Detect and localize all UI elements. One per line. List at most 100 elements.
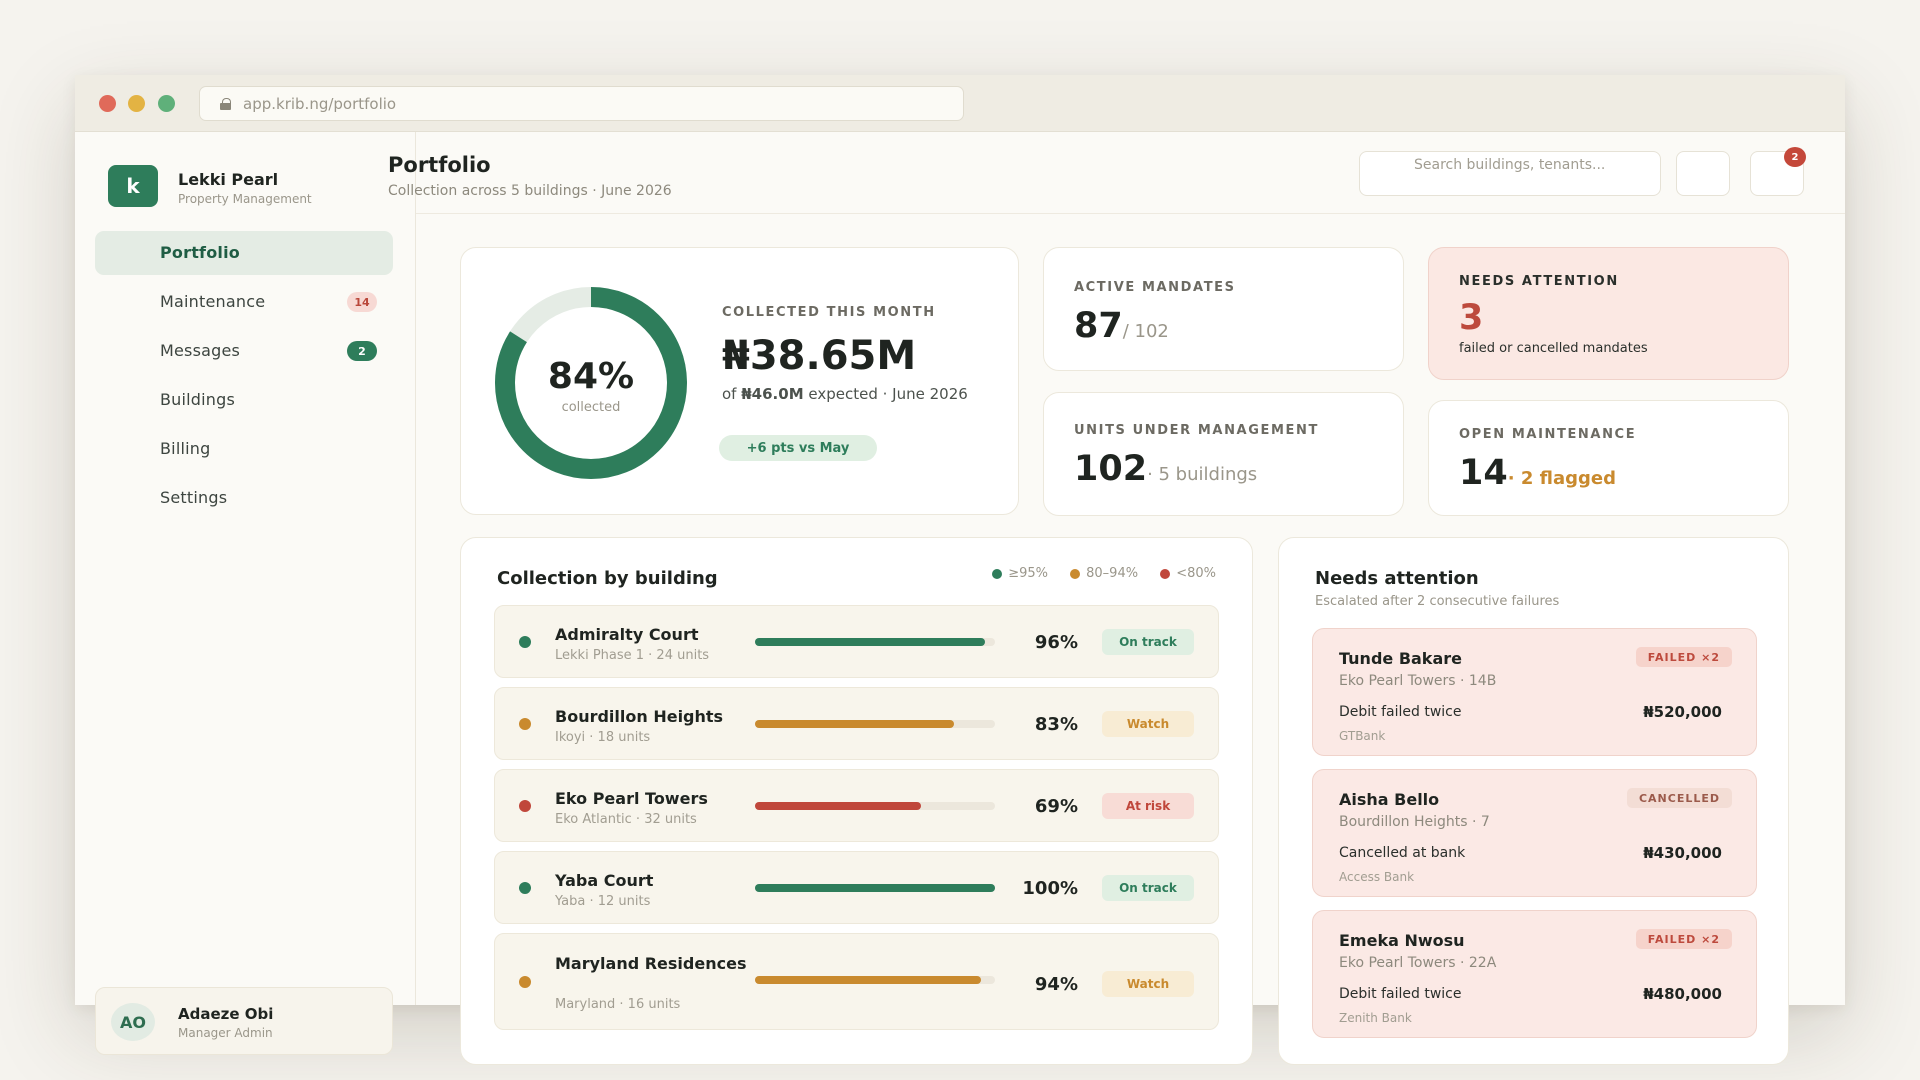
building-percent: 100% — [1022, 878, 1078, 899]
amount-due: ₦520,000 — [1643, 703, 1722, 721]
sidebar-item-label: Settings — [160, 488, 228, 507]
collection-bar-fill — [755, 884, 995, 892]
building-name: Yaba Court — [555, 871, 654, 890]
maximize-window-button[interactable] — [158, 95, 175, 112]
page-subtitle: Collection across 5 buildings · June 202… — [388, 183, 672, 199]
building-subtitle: Eko Atlantic · 32 units — [555, 812, 697, 827]
status-tag: FAILED ×2 — [1635, 929, 1732, 949]
building-percent: 83% — [1034, 714, 1078, 735]
attention-item[interactable]: Tunde Bakare Eko Pearl Towers · 14B FAIL… — [1312, 628, 1757, 756]
amount-due: ₦480,000 — [1643, 985, 1722, 1003]
legend-label: 80–94% — [1086, 566, 1139, 581]
building-row[interactable]: Bourdillon Heights Ikoyi · 18 units 83% … — [494, 687, 1219, 760]
needs-attention-card[interactable]: NEEDS ATTENTION 3 failed or cancelled ma… — [1428, 247, 1789, 380]
sidebar-item-maintenance[interactable]: Maintenance 14 — [95, 280, 393, 324]
building-subtitle: Yaba · 12 units — [555, 894, 651, 909]
sidebar-item-messages[interactable]: Messages 2 — [95, 329, 393, 373]
building-subtitle: Maryland · 16 units — [555, 997, 681, 1012]
building-percent: 69% — [1034, 796, 1078, 817]
building-row[interactable]: Eko Pearl Towers Eko Atlantic · 32 units… — [494, 769, 1219, 842]
user-role: Manager Admin — [178, 1026, 273, 1040]
collected-caption: collected — [561, 400, 621, 415]
legend-item: <80% — [1160, 566, 1216, 581]
notifications-button[interactable]: 2 — [1750, 147, 1806, 196]
legend-dot — [1070, 568, 1081, 579]
bank-name: Zenith Bank — [1339, 1011, 1412, 1025]
brand-name: Lekki Pearl — [178, 170, 279, 189]
attention-item[interactable]: Aisha Bello Bourdillon Heights · 7 CANCE… — [1312, 769, 1757, 897]
building-row[interactable]: Yaba Court Yaba · 12 units 100% On track — [494, 851, 1219, 924]
building-name: Eko Pearl Towers — [555, 789, 708, 808]
status-dot — [519, 800, 531, 812]
user-name: Adaeze Obi — [178, 1005, 274, 1023]
tenant-name: Aisha Bello — [1339, 790, 1440, 809]
kpi-label: NEEDS ATTENTION — [1459, 274, 1619, 289]
kpi-value: 102· 5 buildings — [1074, 449, 1257, 489]
open-maintenance-value: 14 — [1459, 453, 1508, 493]
status-tag: FAILED ×2 — [1635, 647, 1732, 667]
collection-bar-fill — [755, 720, 955, 728]
search-input[interactable]: Search buildings, tenants... — [1359, 151, 1661, 196]
open-maintenance-card[interactable]: OPEN MAINTENANCE 14· 2 flagged — [1428, 400, 1789, 516]
building-percent: 96% — [1034, 632, 1078, 653]
kpi-label: ACTIVE MANDATES — [1074, 280, 1236, 295]
kpi-value: 87/ 102 — [1074, 306, 1169, 346]
legend-item: ≥95% — [992, 566, 1048, 581]
expected-suffix: expected · June 2026 — [808, 385, 968, 403]
url-text: app.krib.ng/portfolio — [243, 94, 397, 113]
brand-subtitle: Property Management — [178, 192, 312, 206]
attention-item[interactable]: Emeka Nwosu Eko Pearl Towers · 22A FAILE… — [1312, 910, 1757, 1038]
building-percent: 94% — [1034, 974, 1078, 995]
maintenance-count-badge: 14 — [347, 292, 377, 312]
tenant-name: Tunde Bakare — [1339, 649, 1462, 668]
minimize-window-button[interactable] — [128, 95, 145, 112]
building-row[interactable]: Maryland Residences Maryland · 16 units … — [494, 933, 1219, 1030]
building-name: Admiralty Court — [555, 625, 699, 644]
bank-name: Access Bank — [1339, 870, 1415, 884]
kpi-value: 14· 2 flagged — [1459, 453, 1616, 493]
building-row[interactable]: Admiralty Court Lekki Phase 1 · 24 units… — [494, 605, 1219, 678]
legend-label: <80% — [1176, 566, 1216, 581]
sidebar-item-buildings[interactable]: Buildings — [95, 378, 393, 422]
tenant-unit: Bourdillon Heights · 7 — [1339, 814, 1490, 830]
collection-bar-fill — [755, 802, 921, 810]
status-badge: Watch — [1102, 971, 1194, 997]
expected-line: of ₦46.0M expected · June 2026 — [722, 385, 992, 404]
needs-attention-value: 3 — [1459, 298, 1484, 338]
collected-label: COLLECTED THIS MONTH — [722, 305, 936, 320]
tenant-unit: Eko Pearl Towers · 14B — [1339, 673, 1497, 689]
sidebar-item-portfolio[interactable]: Portfolio — [95, 231, 393, 275]
open-maintenance-suffix: · 2 flagged — [1507, 468, 1616, 489]
sidebar-item-settings[interactable]: Settings — [95, 476, 393, 520]
collection-bar-fill — [755, 976, 981, 984]
units-card: UNITS UNDER MANAGEMENT 102· 5 buildings — [1043, 392, 1404, 516]
collected-percent: 84% — [547, 356, 635, 397]
sidebar: k Lekki Pearl Property Management Portfo… — [75, 132, 416, 1055]
sidebar-item-label: Portfolio — [160, 243, 240, 262]
close-window-button[interactable] — [99, 95, 116, 112]
status-badge: Watch — [1102, 711, 1194, 737]
building-name: Maryland Residences — [555, 954, 747, 973]
bank-name: GTBank — [1339, 729, 1386, 743]
collected-card: 84% collected COLLECTED THIS MONTH ₦38.6… — [460, 247, 1019, 515]
status-badge: At risk — [1102, 793, 1194, 819]
panel-title: Needs attention — [1315, 568, 1479, 589]
sidebar-item-label: Maintenance — [160, 292, 266, 311]
collection-legend: ≥95% 80–94% <80% — [992, 566, 1216, 581]
collected-amount: ₦38.65M — [722, 333, 917, 379]
user-profile-card[interactable]: AO Adaeze Obi Manager Admin — [95, 987, 393, 1055]
expected-prefix: of — [722, 385, 737, 403]
messages-count-badge: 2 — [347, 341, 377, 361]
status-dot — [519, 718, 531, 730]
address-bar[interactable]: app.krib.ng/portfolio — [199, 86, 964, 121]
settings-button[interactable] — [1676, 151, 1730, 196]
building-subtitle: Lekki Phase 1 · 24 units — [555, 648, 710, 663]
status-dot — [519, 882, 531, 894]
sidebar-item-billing[interactable]: Billing — [95, 427, 393, 471]
active-mandates-value: 87 — [1074, 306, 1123, 346]
kpi-label: UNITS UNDER MANAGEMENT — [1074, 423, 1319, 438]
amount-due: ₦430,000 — [1643, 844, 1722, 862]
status-badge: On track — [1102, 629, 1194, 655]
notification-count-badge: 2 — [1784, 147, 1806, 167]
failure-reason: Cancelled at bank — [1339, 845, 1466, 861]
